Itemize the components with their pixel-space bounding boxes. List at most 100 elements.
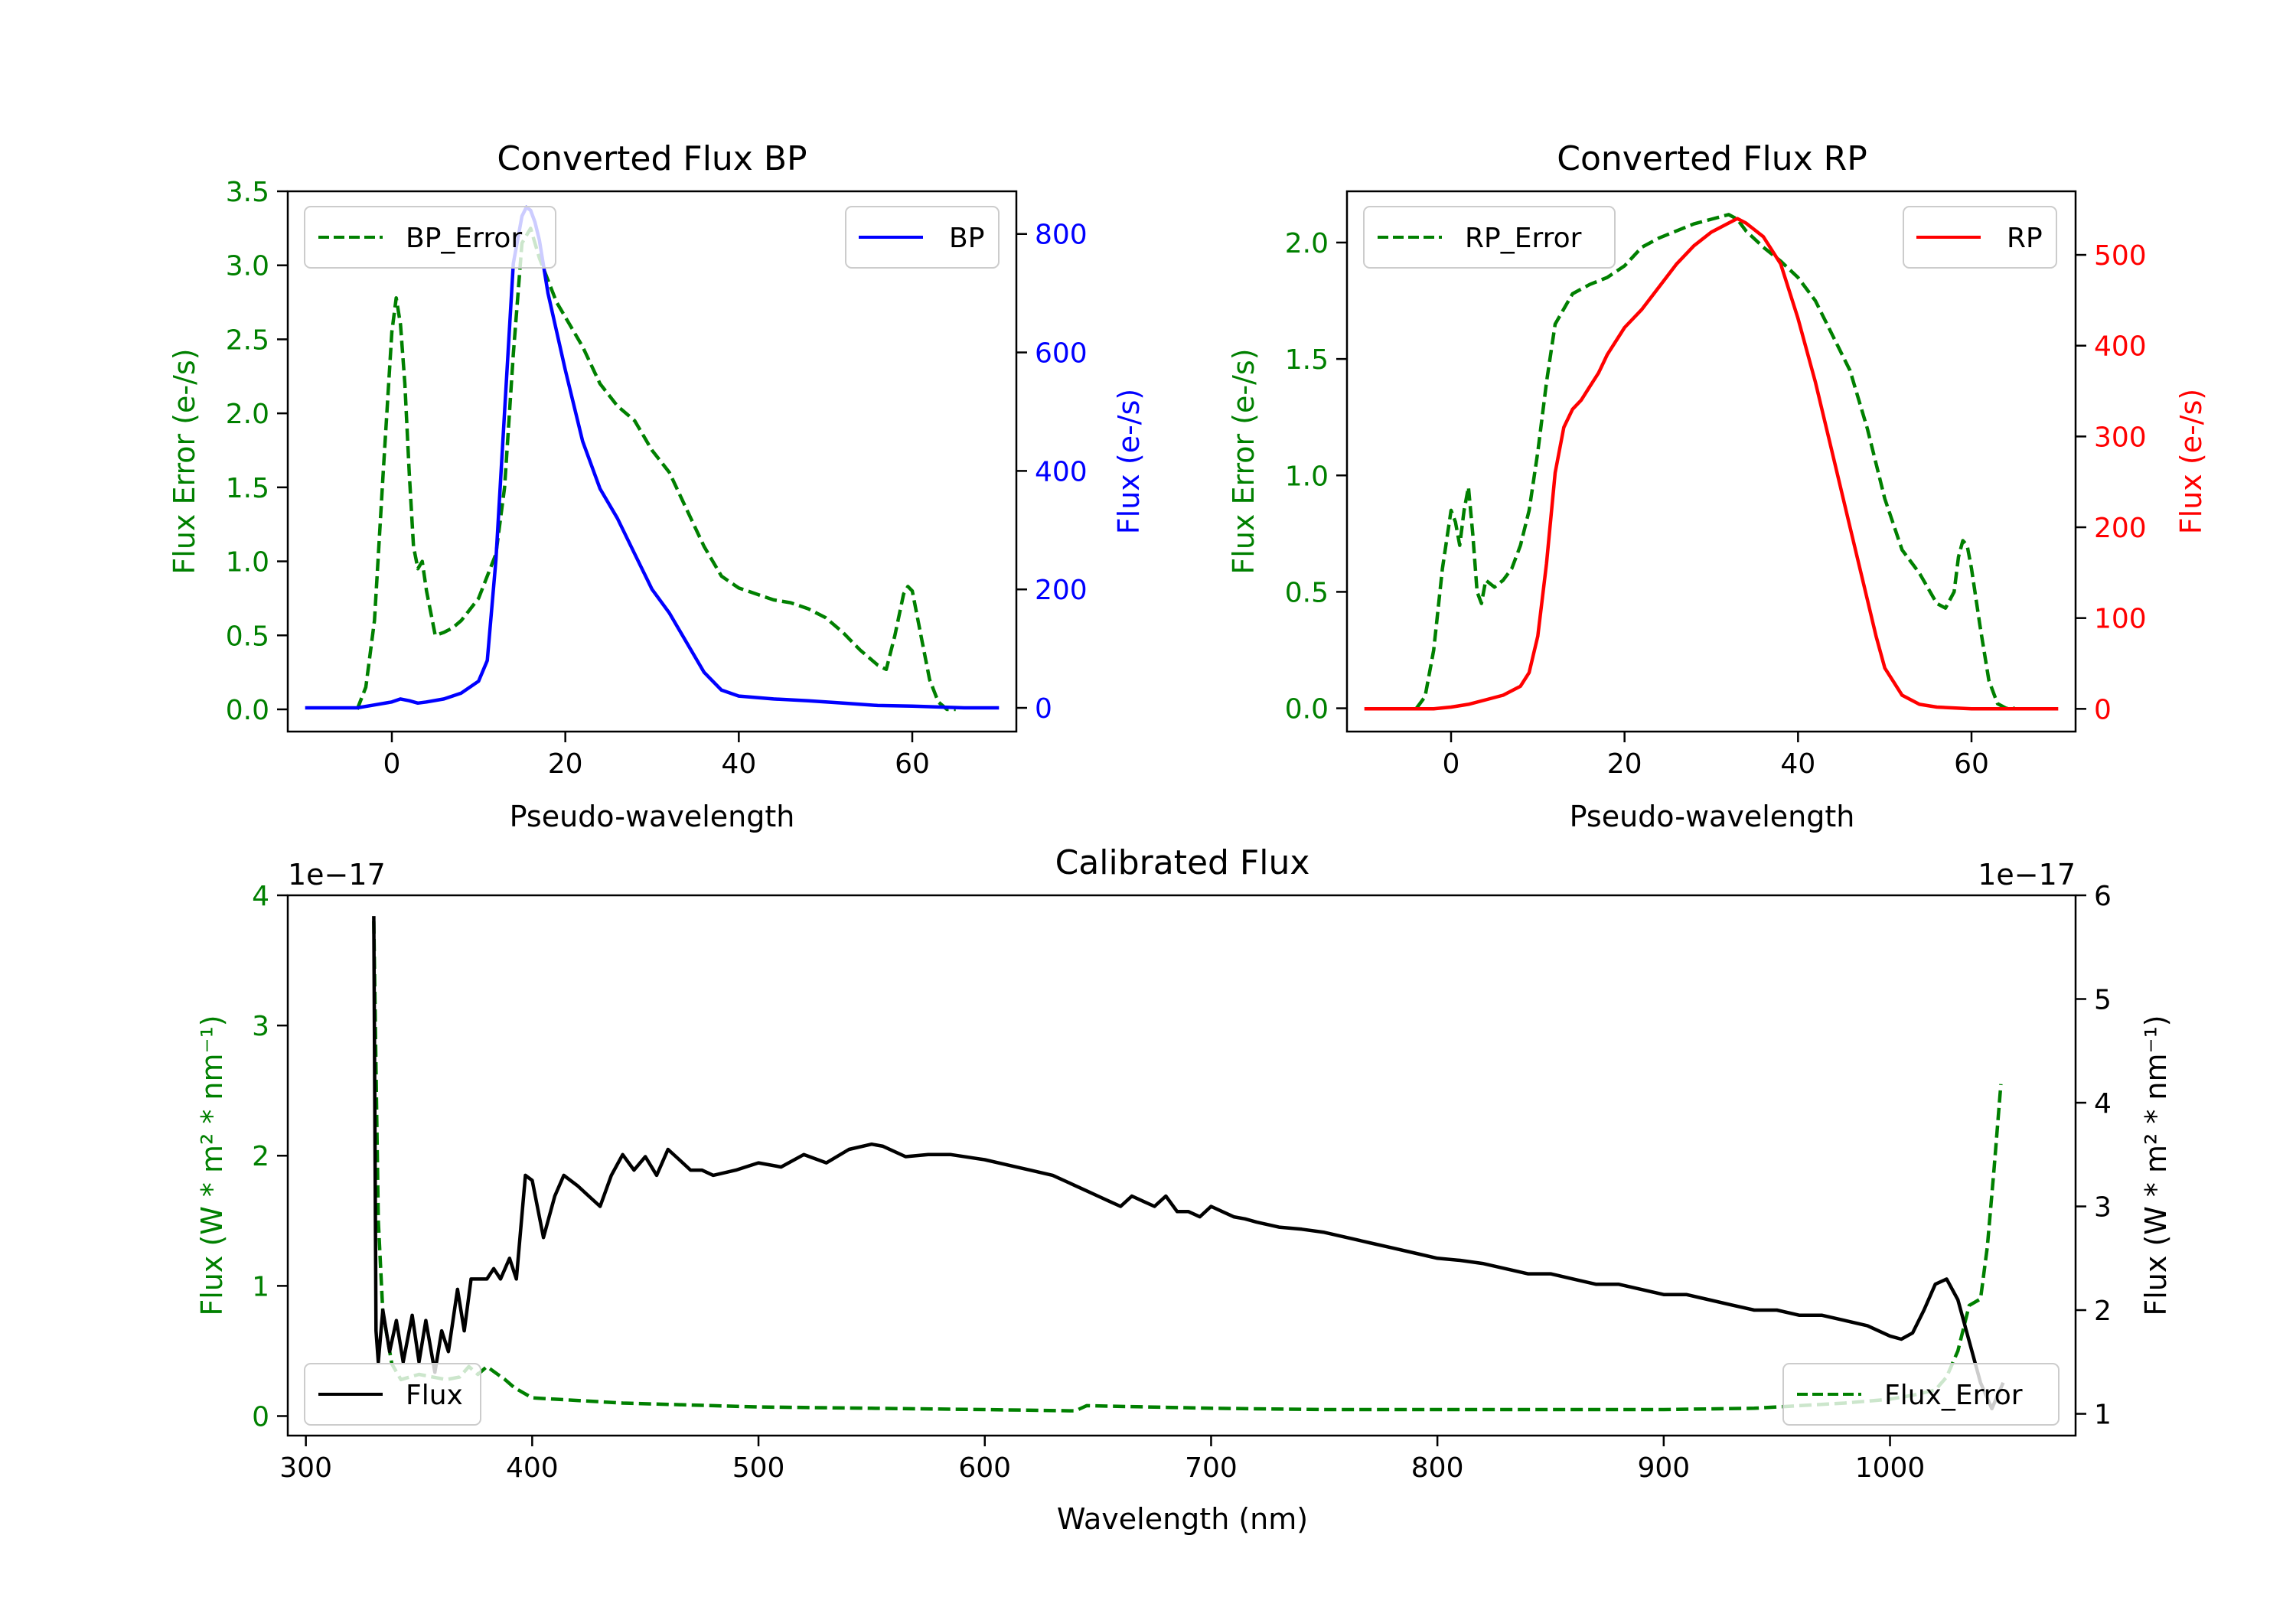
rp-legend-left-label: RP_Error (1465, 223, 1582, 254)
bp-left-tick-label: 2.0 (226, 399, 269, 430)
rp-legend-right: RP (1903, 206, 2057, 269)
rp-right-tick-label: 400 (2094, 331, 2147, 363)
bp-x-tick-label: 40 (721, 748, 756, 780)
cal-x-tick-label: 700 (1185, 1452, 1238, 1484)
cal-x-tick-label: 900 (1637, 1452, 1690, 1484)
rp-x-tick-label: 60 (1954, 748, 1989, 780)
panel-calibrated: Calibrated Flux 1e−17 1e−17 300 400 500 600… (195, 843, 2173, 1536)
cal-left-tick-label: 3 (252, 1011, 269, 1042)
bp-right-tick-label: 600 (1035, 338, 1088, 370)
rp-series-rp-error (1414, 213, 2015, 710)
rp-x-tick-label: 0 (1443, 748, 1460, 780)
cal-left-tick-label: 1 (252, 1271, 269, 1302)
bp-left-tick-label: 1.5 (226, 473, 269, 504)
rp-title: Converted Flux RP (1557, 139, 1867, 178)
bp-x-tick-label: 60 (895, 748, 930, 780)
bp-legend-right-label: BP (949, 223, 984, 254)
rp-legend-left: RP_Error (1363, 206, 1616, 269)
cal-legend-left-box (304, 1363, 481, 1426)
cal-legend-left-label: Flux (406, 1380, 463, 1411)
bp-legend-left: BP_Error (304, 206, 556, 269)
cal-right-tick-label: 4 (2094, 1088, 2112, 1120)
cal-left-tick-label: 0 (252, 1401, 269, 1433)
cal-left-tick-label: 2 (252, 1141, 269, 1172)
bp-title: Converted Flux BP (497, 139, 807, 178)
rp-x-tick-label: 20 (1607, 748, 1642, 780)
bp-left-y-label: Flux Error (e-/s) (168, 348, 201, 574)
rp-left-tick-label: 0.5 (1285, 577, 1329, 608)
cal-x-tick-label: 800 (1411, 1452, 1464, 1484)
cal-left-y-label: Flux (W * m² * nm⁻¹) (195, 1015, 229, 1315)
cal-x-tick-label: 600 (958, 1452, 1011, 1484)
bp-left-tick-label: 3.5 (226, 177, 269, 208)
cal-legend-right-label: Flux_Error (1884, 1380, 2023, 1411)
rp-left-tick-label: 2.0 (1285, 228, 1329, 259)
bp-legend-left-box (304, 206, 556, 269)
cal-legend-right: Flux_Error (1782, 1363, 2060, 1426)
cal-right-tick-label: 5 (2094, 985, 2112, 1016)
rp-axes-frame (1345, 190, 2077, 733)
cal-left-offset: 1e−17 (288, 858, 386, 892)
cal-legend-right-box (1782, 1363, 2060, 1426)
rp-right-tick-label: 0 (2094, 694, 2112, 725)
cal-right-tick-label: 2 (2094, 1296, 2112, 1327)
bp-left-tick-label: 0.0 (226, 695, 269, 726)
bp-axes-frame (286, 190, 1018, 733)
cal-left-tick-label: 4 (252, 881, 269, 912)
rp-x-label: Pseudo-wavelength (1570, 800, 1855, 833)
bp-x-ticks: 0 20 40 60 (383, 732, 930, 780)
bp-x-label: Pseudo-wavelength (510, 800, 795, 833)
bp-legend-left-label: BP_Error (406, 223, 522, 254)
cal-series-flux (372, 916, 2005, 1411)
cal-right-ticks: 1 2 3 4 5 6 (2076, 881, 2112, 1431)
rp-right-tick-label: 500 (2094, 240, 2147, 272)
rp-x-ticks: 0 20 40 60 (1443, 732, 1989, 780)
cal-left-ticks: 0 1 2 3 4 (252, 881, 288, 1433)
rp-left-ticks: 0.0 0.5 1.0 1.5 2.0 (1285, 228, 1347, 725)
bp-right-ticks: 0 200 400 600 800 (1016, 220, 1088, 725)
bp-x-tick-label: 0 (383, 748, 401, 780)
rp-series-rp (1364, 217, 2059, 711)
rp-right-tick-label: 300 (2094, 422, 2147, 453)
bp-left-tick-label: 2.5 (226, 324, 269, 356)
bp-x-tick-label: 20 (548, 748, 583, 780)
cal-x-tick-label: 300 (279, 1452, 332, 1484)
cal-x-label: Wavelength (nm) (1057, 1502, 1308, 1536)
bp-right-tick-label: 800 (1035, 220, 1088, 251)
rp-right-tick-label: 200 (2094, 513, 2147, 544)
bp-left-tick-label: 3.0 (226, 251, 269, 282)
cal-legend-left: Flux (304, 1363, 481, 1426)
bp-left-tick-label: 0.5 (226, 621, 269, 652)
rp-right-tick-label: 100 (2094, 604, 2147, 635)
rp-left-y-label: Flux Error (e-/s) (1227, 348, 1261, 574)
bp-right-tick-label: 0 (1035, 693, 1052, 725)
rp-legend-left-box (1363, 206, 1616, 269)
bp-series-bp-error (355, 227, 956, 712)
bp-left-tick-label: 1.0 (226, 547, 269, 579)
cal-axes-frame (286, 894, 2077, 1437)
cal-title: Calibrated Flux (1055, 843, 1310, 882)
cal-right-tick-label: 1 (2094, 1400, 2112, 1431)
rp-x-tick-label: 40 (1780, 748, 1815, 780)
cal-x-tick-label: 1000 (1855, 1452, 1926, 1484)
bp-left-ticks: 0.0 0.5 1.0 1.5 2.0 2.5 3.0 3.5 (226, 177, 288, 726)
bp-right-tick-label: 400 (1035, 456, 1088, 487)
cal-right-y-label: Flux (W * m² * nm⁻¹) (2139, 1015, 2173, 1315)
cal-x-tick-label: 400 (506, 1452, 559, 1484)
rp-right-y-label: Flux (e-/s) (2174, 389, 2208, 534)
rp-left-tick-label: 1.0 (1285, 461, 1329, 492)
cal-x-tick-label: 500 (732, 1452, 785, 1484)
cal-right-offset: 1e−17 (1978, 858, 2076, 892)
bp-legend-right: BP (845, 206, 1000, 269)
rp-legend-right-label: RP (2007, 223, 2043, 254)
rp-left-tick-label: 0.0 (1285, 694, 1329, 725)
rp-right-ticks: 0 100 200 300 400 500 (2076, 240, 2147, 725)
cal-x-ticks: 300 400 500 600 700 800 900 1000 (279, 1436, 1925, 1484)
bp-right-tick-label: 200 (1035, 575, 1088, 606)
panel-rp: Converted Flux RP 0 20 40 60 0.0 0.5 1.0 1.5 2.… (1227, 139, 2208, 833)
cal-right-tick-label: 6 (2094, 881, 2112, 912)
panel-bp: Converted Flux BP 0 20 40 60 0.0 0.5 1.0 1.5 2.… (168, 139, 1146, 833)
cal-right-tick-label: 3 (2094, 1192, 2112, 1224)
rp-series-layer (1364, 213, 2059, 711)
